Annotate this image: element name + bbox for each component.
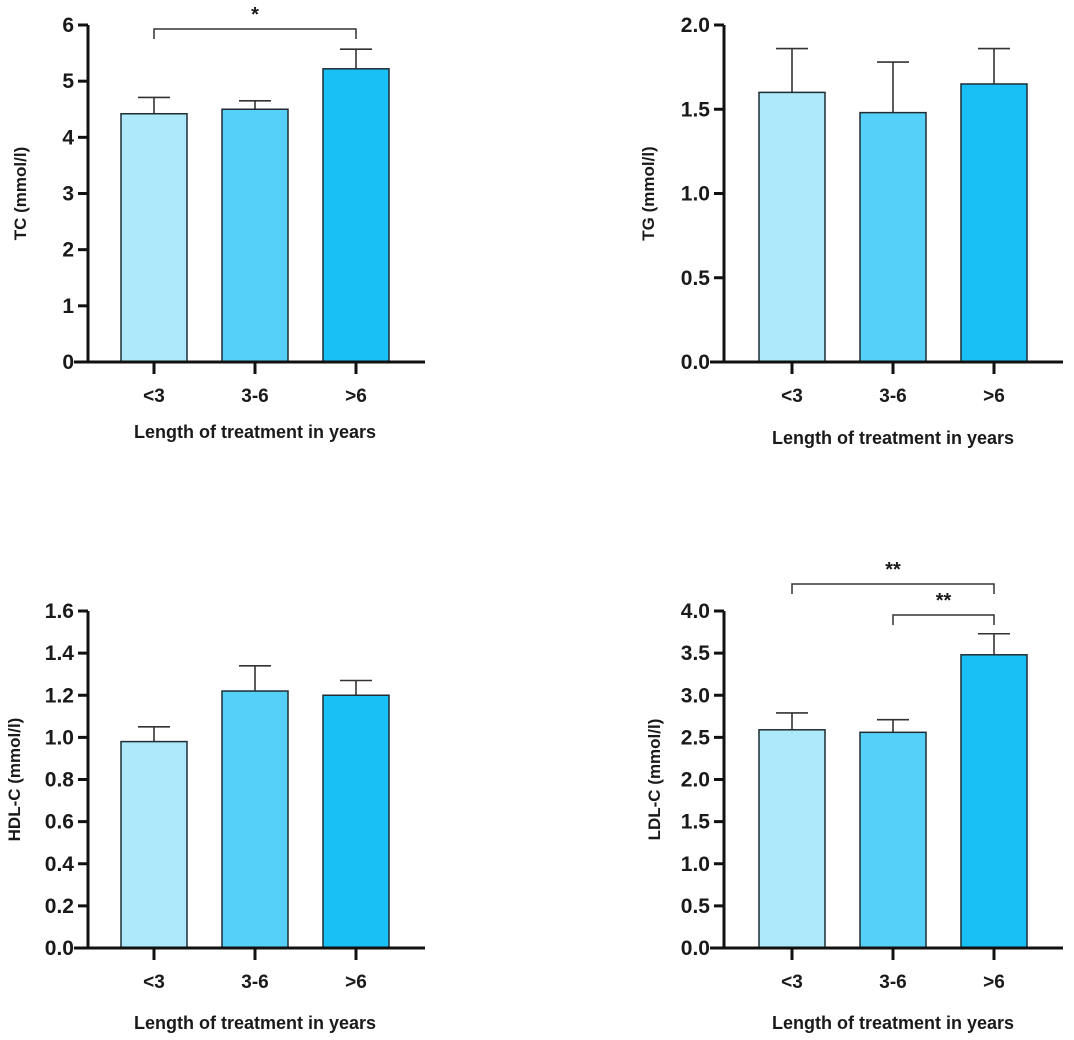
x-axis-title: Length of treatment in years — [772, 428, 1014, 448]
y-tick-label: 1.0 — [681, 853, 710, 876]
y-tick-label: 1.0 — [681, 183, 710, 206]
y-tick-label: 0.8 — [45, 769, 75, 792]
significance-label: ** — [885, 559, 901, 581]
x-tick-label: <3 — [781, 972, 803, 993]
bar->6 — [322, 68, 390, 363]
chart-panel-bottom-left: 0.0 0.2 0.4 0.6 0.8 1.0 1.2 1.4 1.6 <3 3-6 >6 Length… — [5, 600, 425, 1033]
bar->6 — [322, 694, 390, 949]
y-tick-label: 1.5 — [681, 98, 711, 121]
y-tick-label: 1.4 — [45, 642, 75, 665]
chart-panel-top-left: 0 1 2 3 4 5 6 <3 3-6 >6 Length of treatment in yea… — [11, 4, 425, 442]
x-tick-label: >6 — [983, 972, 1005, 993]
y-tick-label: 4.0 — [681, 600, 710, 623]
bar-3-6 — [221, 690, 289, 949]
y-tick-label: 3.0 — [681, 684, 710, 707]
x-tick-label: <3 — [781, 386, 803, 407]
y-tick-label: 3 — [62, 183, 74, 206]
y-tick-label: 5 — [62, 70, 74, 93]
y-tick-label: 0.0 — [681, 937, 710, 960]
y-tick-label: 2 — [62, 239, 74, 262]
bar->6 — [960, 654, 1028, 949]
significance-label: ** — [936, 590, 952, 612]
y-tick-label: 0.5 — [681, 895, 711, 918]
y-tick-label: 0.5 — [681, 267, 711, 290]
x-tick-label: 3-6 — [879, 386, 906, 407]
x-tick-label: >6 — [983, 386, 1005, 407]
y-tick-label: 0.0 — [45, 937, 74, 960]
x-tick-label: 3-6 — [241, 972, 268, 993]
x-tick-label: 3-6 — [241, 386, 268, 407]
x-axis-title: Length of treatment in years — [772, 1013, 1014, 1033]
significance-bracket — [892, 614, 995, 625]
y-tick-label: 2.5 — [681, 726, 711, 749]
y-tick-label: 2.0 — [681, 14, 710, 37]
y-tick-label: 0.2 — [45, 895, 74, 918]
y-tick-label: 0.6 — [45, 811, 74, 834]
y-tick-label: 3.5 — [681, 642, 711, 665]
chart-panel-top-right: 0.0 0.5 1.0 1.5 2.0 <3 3-6 >6 Length of treatmen… — [639, 14, 1063, 448]
y-tick-label: 4 — [62, 126, 74, 149]
y-axis-title: LDL-C (mmol/l) — [645, 719, 664, 841]
significance-bracket — [791, 583, 995, 594]
bar-<3 — [758, 729, 826, 949]
bar-3-6 — [859, 731, 927, 949]
x-axis-title: Length of treatment in years — [134, 1013, 376, 1033]
y-tick-label: 1.6 — [45, 600, 74, 623]
bar-<3 — [120, 112, 188, 363]
bar-3-6 — [859, 111, 927, 363]
significance-label: * — [251, 4, 259, 26]
x-tick-label: >6 — [345, 972, 367, 993]
bar-<3 — [120, 740, 188, 949]
x-tick-label: <3 — [143, 972, 165, 993]
bar->6 — [960, 83, 1028, 363]
y-axis-title: HDL-C (mmol/l) — [5, 718, 24, 842]
y-tick-label: 1.2 — [45, 684, 74, 707]
x-tick-label: >6 — [345, 386, 367, 407]
x-tick-label: 3-6 — [879, 972, 906, 993]
bar-3-6 — [221, 108, 289, 363]
y-axis-title: TC (mmol/l) — [11, 147, 30, 241]
y-axis-title: TG (mmol/l) — [639, 146, 658, 240]
x-axis-title: Length of treatment in years — [134, 422, 376, 442]
y-tick-label: 6 — [62, 14, 74, 37]
bar-<3 — [758, 91, 826, 363]
x-tick-label: <3 — [143, 386, 165, 407]
y-tick-label: 1 — [62, 295, 74, 318]
y-tick-label: 0.0 — [681, 351, 710, 374]
chart-panel-bottom-right: 0.0 0.5 1.0 1.5 2.0 2.5 3.0 3.5 4.0 <3 3-6 >6 Length… — [645, 559, 1063, 1033]
y-tick-label: 0 — [62, 351, 74, 374]
y-tick-label: 1.5 — [681, 811, 711, 834]
y-tick-label: 2.0 — [681, 769, 710, 792]
y-tick-label: 1.0 — [45, 726, 74, 749]
y-tick-label: 0.4 — [45, 853, 75, 876]
significance-bracket — [153, 28, 357, 39]
